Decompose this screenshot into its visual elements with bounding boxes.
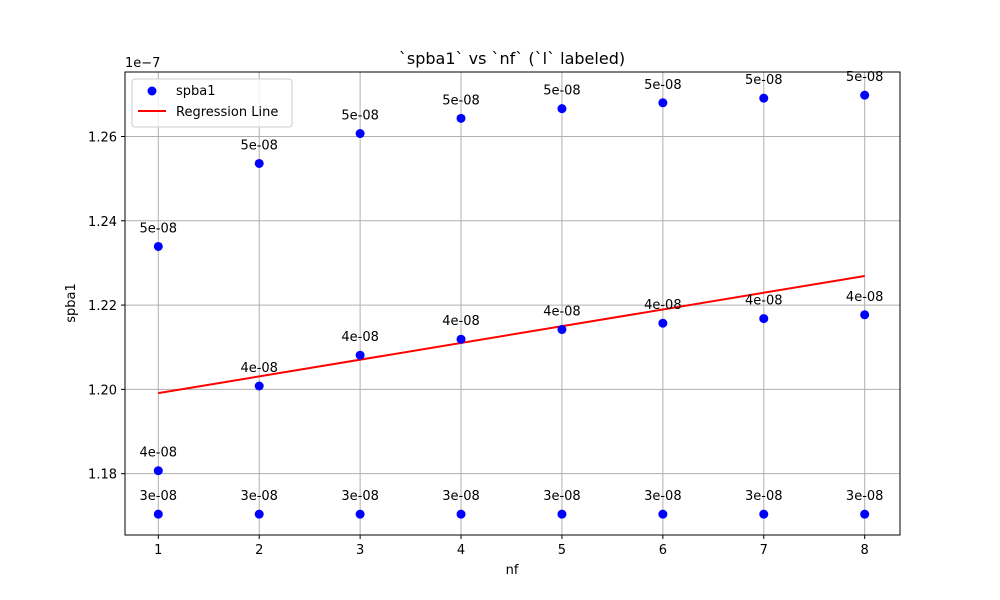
point-value-label: 5e-08 xyxy=(543,84,581,99)
y-tick-label: 1.18 xyxy=(88,468,117,483)
chart-legend: spba1 Regression Line xyxy=(131,78,293,128)
scatter-point xyxy=(456,334,466,344)
point-value-label: 3e-08 xyxy=(140,489,178,504)
scatter-point xyxy=(153,241,163,251)
scatter-point xyxy=(355,350,365,360)
scatter-point xyxy=(153,466,163,476)
point-value-label: 4e-08 xyxy=(543,305,581,320)
point-value-label: 3e-08 xyxy=(240,489,278,504)
scatter-point xyxy=(254,381,264,391)
point-value-label: 3e-08 xyxy=(846,489,884,504)
x-tick-label: 3 xyxy=(356,543,364,558)
legend-marker-spba1 xyxy=(147,86,157,96)
plot-area-border xyxy=(124,71,901,536)
x-tick-label: 5 xyxy=(558,543,566,558)
regression-line xyxy=(158,275,865,395)
chart-title: `spba1` vs `nf` (`l` labeled) xyxy=(399,49,625,68)
point-value-label: 5e-08 xyxy=(846,70,884,85)
point-value-label: 5e-08 xyxy=(745,73,783,88)
point-value-label: 5e-08 xyxy=(341,109,379,124)
point-value-label: 5e-08 xyxy=(442,93,480,108)
axis-ticks: 1 2 3 4 5 6 7 8 1.18 1.20 1.22 1.24 1.26 xyxy=(88,130,869,558)
y-tick-label: 1.20 xyxy=(88,383,117,398)
point-value-label: 5e-08 xyxy=(240,138,278,153)
point-value-label: 5e-08 xyxy=(644,78,682,93)
point-value-label: 4e-08 xyxy=(644,298,682,313)
y-axis-offset-text: 1e−7 xyxy=(125,56,160,71)
point-value-label: 3e-08 xyxy=(341,489,379,504)
x-tick-label: 1 xyxy=(154,543,162,558)
point-value-label: 4e-08 xyxy=(341,330,379,345)
scatter-point xyxy=(557,104,567,114)
point-value-label: 4e-08 xyxy=(140,446,178,461)
x-axis-label: nf xyxy=(506,563,519,578)
regression-line-layer xyxy=(158,275,865,395)
scatter-point xyxy=(254,509,264,519)
scatter-point xyxy=(658,98,668,108)
x-tick-label: 8 xyxy=(861,543,869,558)
scatter-point xyxy=(456,113,466,123)
scatter-point xyxy=(254,158,264,168)
x-tick-label: 2 xyxy=(255,543,263,558)
x-tick-label: 6 xyxy=(659,543,667,558)
scatter-point xyxy=(860,310,870,320)
point-value-label: 4e-08 xyxy=(240,361,278,376)
legend-label-spba1: spba1 xyxy=(176,84,216,99)
x-tick-label: 7 xyxy=(760,543,768,558)
point-labels: 3e-08 4e-08 5e-08 3e-08 4e-08 5e-08 3e-08 4e-08… xyxy=(140,70,884,504)
scatter-point xyxy=(759,93,769,103)
scatter-point xyxy=(355,129,365,139)
point-value-label: 3e-08 xyxy=(543,489,581,504)
scatter-point xyxy=(759,509,769,519)
scatter-point xyxy=(456,509,466,519)
scatter-point xyxy=(658,318,668,328)
point-value-label: 4e-08 xyxy=(745,294,783,309)
scatter-point xyxy=(860,509,870,519)
y-tick-label: 1.26 xyxy=(88,130,117,145)
scatter-point xyxy=(557,509,567,519)
y-tick-label: 1.22 xyxy=(88,299,117,314)
scatter-points xyxy=(153,90,870,519)
y-tick-label: 1.24 xyxy=(88,215,117,230)
grid-lines xyxy=(125,72,900,535)
point-value-label: 4e-08 xyxy=(442,314,480,329)
x-tick-label: 4 xyxy=(457,543,465,558)
scatter-point xyxy=(759,314,769,324)
legend-frame xyxy=(131,78,293,128)
y-axis-label: spba1 xyxy=(64,283,79,323)
scatter-point xyxy=(153,509,163,519)
point-value-label: 3e-08 xyxy=(442,489,480,504)
point-value-label: 3e-08 xyxy=(745,489,783,504)
scatter-point xyxy=(355,509,365,519)
scatter-point xyxy=(557,325,567,335)
scatter-point xyxy=(658,509,668,519)
point-value-label: 3e-08 xyxy=(644,489,682,504)
legend-label-regression-line: Regression Line xyxy=(176,105,278,120)
point-value-label: 4e-08 xyxy=(846,290,884,305)
point-value-label: 5e-08 xyxy=(140,221,178,236)
scatter-point xyxy=(860,90,870,100)
